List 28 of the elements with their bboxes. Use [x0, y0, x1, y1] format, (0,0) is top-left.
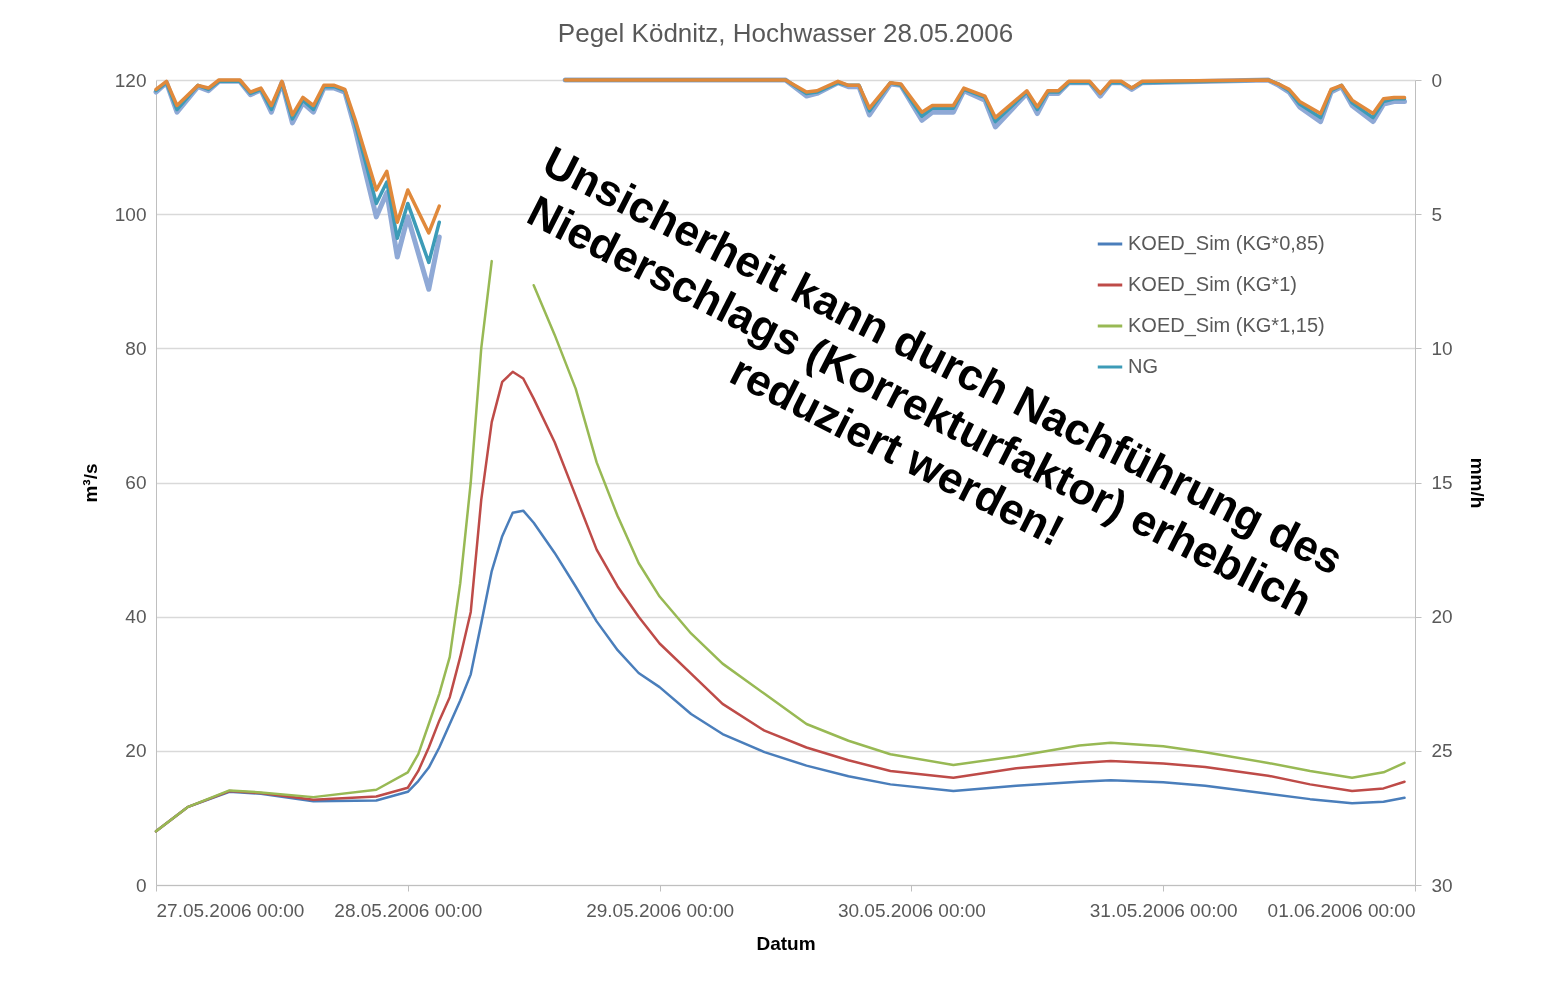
y2-axis-title: mm/h	[1466, 457, 1488, 509]
y-tick-label: 80	[125, 337, 147, 359]
chart-title: Pegel Ködnitz, Hochwasser 28.05.2006	[557, 18, 1014, 48]
x-tick-label: 01.06.2006 00:00	[1267, 899, 1416, 921]
legend-label: KOED_Sim (KG*1,15)	[1128, 314, 1325, 337]
x-tick-label: 31.05.2006 00:00	[1089, 899, 1238, 921]
x-axis-title: Datum	[756, 932, 816, 954]
y-tick-label: 60	[125, 472, 147, 493]
legend-label: KOED_Sim (KG*1)	[1128, 273, 1297, 296]
x-tick-label: 29.05.2006 00:00	[586, 899, 735, 921]
x-tick-label: 28.05.2006 00:00	[334, 899, 483, 921]
x-tick-label: 30.05.2006 00:00	[837, 899, 986, 921]
y2-tick-label: 20	[1431, 606, 1453, 628]
y-tick-label: 100	[114, 203, 147, 225]
y-tick-label: 40	[125, 606, 147, 628]
x-tick-label: 27.05.2006 00:00	[156, 899, 305, 921]
y-tick-label: 0	[135, 874, 147, 896]
y2-tick-label: 25	[1431, 740, 1453, 762]
y2-tick-label: 10	[1431, 337, 1453, 359]
legend-label: KOED_Sim (KG*0,85)	[1128, 232, 1325, 255]
y2-tick-label: 5	[1431, 203, 1443, 225]
y2-tick-label: 30	[1431, 874, 1453, 896]
y-tick-label: 120	[114, 69, 147, 91]
y-axis-title: m³/s	[79, 463, 101, 503]
y2-tick-label: 0	[1431, 69, 1443, 91]
y-tick-label: 20	[125, 740, 147, 762]
y2-tick-label: 15	[1431, 472, 1453, 493]
legend-label: NG	[1128, 355, 1158, 377]
